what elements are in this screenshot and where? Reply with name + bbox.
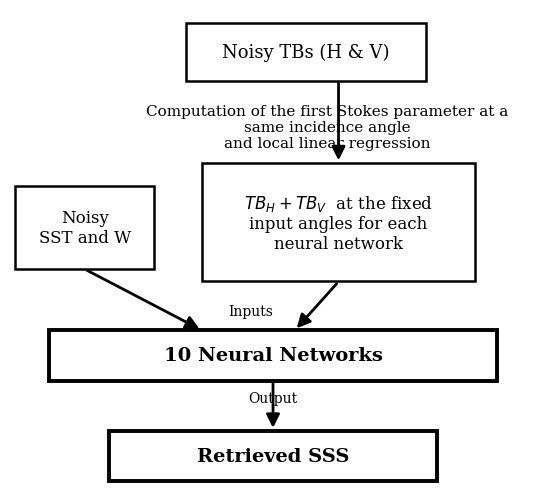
FancyBboxPatch shape bbox=[186, 24, 426, 81]
Text: Noisy TBs (H & V): Noisy TBs (H & V) bbox=[222, 44, 389, 62]
FancyBboxPatch shape bbox=[49, 331, 497, 381]
Text: Output: Output bbox=[248, 391, 298, 405]
Text: Retrieved SSS: Retrieved SSS bbox=[197, 447, 349, 465]
FancyBboxPatch shape bbox=[15, 186, 154, 269]
Text: Inputs: Inputs bbox=[229, 305, 274, 319]
FancyBboxPatch shape bbox=[202, 164, 475, 282]
Text: $TB_H + TB_V$  at the fixed
input angles for each
neural network: $TB_H + TB_V$ at the fixed input angles … bbox=[244, 193, 433, 253]
FancyBboxPatch shape bbox=[109, 431, 437, 481]
Text: Computation of the first Stokes parameter at a
same incidence angle
and local li: Computation of the first Stokes paramete… bbox=[146, 105, 509, 151]
Text: Noisy
SST and W: Noisy SST and W bbox=[39, 210, 130, 246]
Text: 10 Neural Networks: 10 Neural Networks bbox=[164, 347, 382, 365]
